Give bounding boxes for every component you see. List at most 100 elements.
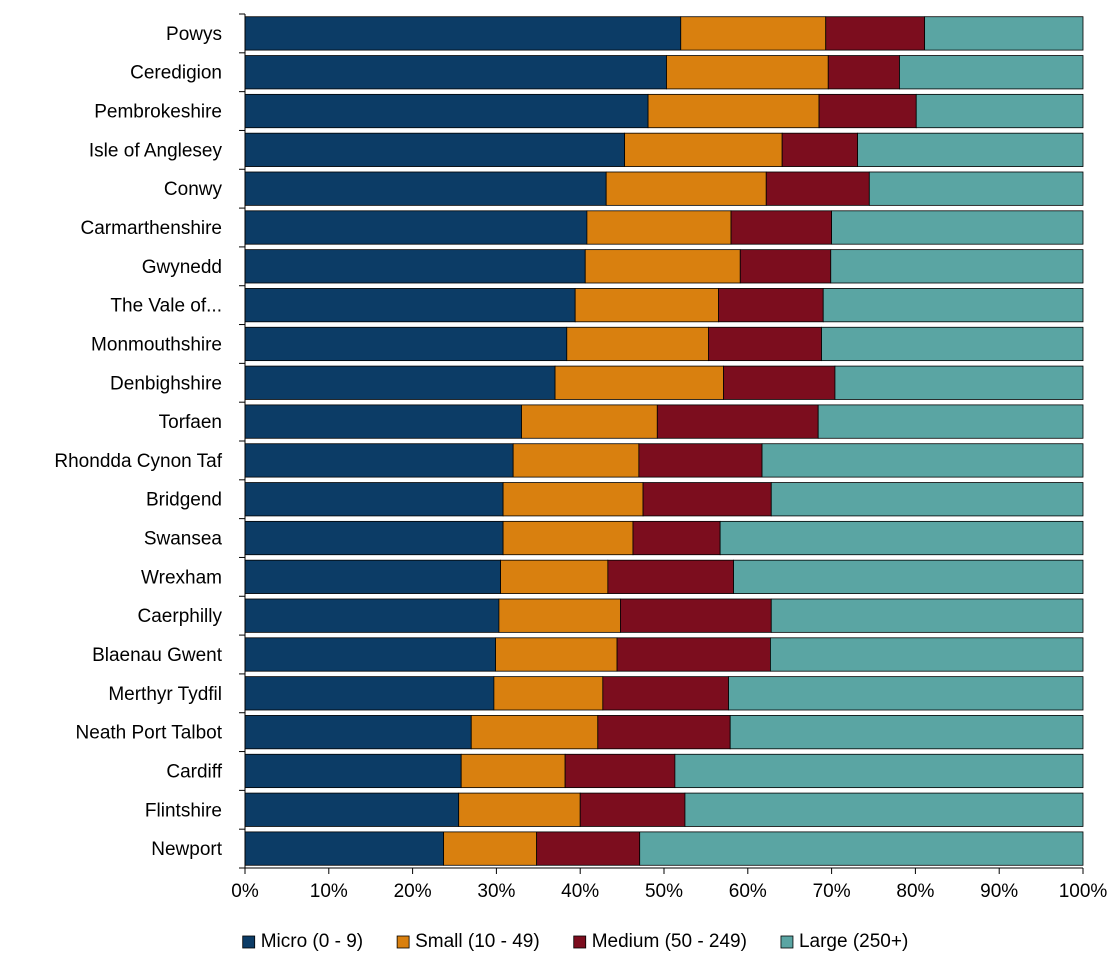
bar-segment-20-1 (458, 792, 581, 827)
bar-segment-13-3 (719, 520, 1084, 556)
category-label: Carmarthenshire (81, 218, 223, 239)
bar-segment-9-3 (834, 365, 1084, 400)
bar-segment-20-3 (684, 792, 1084, 827)
category-label: Neath Port Talbot (76, 723, 223, 744)
legend-swatch-0 (242, 935, 256, 949)
bar-segment-4-2 (765, 171, 870, 206)
bar-segment-2-2 (818, 93, 917, 129)
category-label: Isle of Anglesey (89, 140, 223, 161)
bar-segment-17-2 (602, 676, 729, 711)
category-label: The Vale of... (110, 296, 222, 317)
bar-segment-18-2 (597, 715, 731, 750)
bar-segment-0-1 (680, 16, 827, 51)
bar-segment-18-3 (729, 715, 1084, 750)
bar-segment-15-1 (498, 598, 621, 633)
bar-segment-18-1 (470, 715, 599, 750)
bar-segment-1-3 (899, 55, 1084, 90)
x-tick-label: 10% (310, 881, 348, 902)
category-label: Swansea (144, 529, 223, 550)
bar-segment-20-2 (579, 792, 686, 827)
category-label: Wrexham (141, 567, 222, 588)
bar-segment-5-3 (831, 210, 1084, 245)
bar-segment-7-1 (574, 288, 719, 323)
bar-segment-12-1 (502, 482, 644, 517)
bar-segment-1-2 (827, 55, 900, 90)
x-tick-label: 90% (980, 881, 1018, 902)
legend-label-2: Medium (50 - 249) (592, 931, 747, 952)
x-axis: 0% 10% 20% 30% 40% 50% 60% 70% 80% 90% 100% (231, 13, 1108, 902)
x-tick-label: 30% (477, 881, 515, 902)
category-label: Rhondda Cynon Taf (54, 451, 222, 472)
legend: Micro (0 - 9) Small (10 - 49) Medium (50 -… (242, 931, 908, 952)
bar-segment-9-2 (723, 365, 836, 400)
x-tick-label: 0% (231, 881, 259, 902)
category-label: Gwynedd (142, 257, 222, 278)
x-tick-label: 50% (645, 881, 683, 902)
category-label: Merthyr Tydfil (108, 684, 222, 705)
bar-segment-9-1 (554, 365, 724, 400)
bar-segment-1-1 (666, 55, 829, 90)
bar-segment-13-0 (244, 520, 504, 556)
bar-segment-0-2 (825, 16, 926, 51)
bar-segment-19-3 (674, 753, 1084, 789)
bar-segment-5-2 (730, 210, 832, 245)
category-label: Torfaen (159, 412, 222, 433)
bar-segment-0-0 (244, 16, 682, 51)
bar-segment-8-3 (821, 326, 1084, 362)
bar-segment-12-0 (244, 482, 504, 517)
bar-segment-9-0 (244, 365, 556, 400)
bar-segment-16-2 (616, 637, 771, 672)
legend-swatch-3 (780, 935, 794, 949)
x-tick-label: 100% (1059, 881, 1108, 902)
bar-segment-7-3 (822, 288, 1084, 323)
category-label: Monmouthshire (91, 334, 222, 355)
bar-segment-15-2 (620, 598, 772, 633)
bar-segment-13-1 (502, 520, 634, 556)
bar-segment-11-1 (512, 443, 640, 478)
bar-segment-16-0 (244, 637, 496, 672)
category-label: Bridgend (146, 490, 222, 511)
x-tick-label: 70% (813, 881, 851, 902)
bar-segment-20-0 (244, 792, 460, 827)
x-tick-label: 40% (561, 881, 599, 902)
bar-segment-14-0 (244, 559, 501, 594)
x-tick-label: 80% (896, 881, 934, 902)
bar-segment-11-3 (761, 443, 1084, 478)
bar-segment-4-1 (605, 171, 767, 206)
bar-segment-3-1 (624, 132, 783, 167)
bar-segment-10-1 (521, 404, 658, 439)
legend-label-0: Micro (0 - 9) (261, 931, 363, 952)
bar-segment-6-2 (739, 249, 832, 284)
bar-segment-10-3 (817, 404, 1084, 439)
category-label: Denbighshire (110, 373, 222, 394)
legend-swatch-1 (396, 935, 410, 949)
category-label: Powys (166, 24, 222, 45)
legend-label-1: Small (10 - 49) (415, 931, 540, 952)
category-label: Flintshire (145, 800, 222, 821)
bar-segment-21-2 (536, 831, 641, 866)
category-label: Caerphilly (138, 606, 223, 627)
bar-segment-15-3 (770, 598, 1084, 633)
legend-swatch-2 (573, 935, 587, 949)
bar-segment-21-3 (639, 831, 1084, 866)
category-label: Newport (151, 839, 222, 860)
bar-segment-15-0 (244, 598, 500, 633)
bar-segment-11-0 (244, 443, 514, 478)
bar-segment-17-3 (728, 676, 1084, 711)
bar-segment-2-0 (244, 93, 649, 129)
x-tick-label: 60% (729, 881, 767, 902)
bar-segment-16-3 (770, 637, 1084, 672)
bar-segment-5-0 (244, 210, 588, 245)
legend-label-3: Large (250+) (799, 931, 908, 952)
bar-segment-8-2 (708, 326, 822, 362)
bar-segment-0-3 (924, 16, 1084, 51)
bar-segment-6-1 (584, 249, 741, 284)
bar-segment-12-2 (642, 482, 772, 517)
category-label: Pembrokeshire (94, 102, 222, 123)
bar-segment-8-0 (244, 326, 568, 362)
bar-segment-10-2 (656, 404, 819, 439)
bar-segment-11-2 (638, 443, 763, 478)
x-tick-label: 20% (394, 881, 432, 902)
